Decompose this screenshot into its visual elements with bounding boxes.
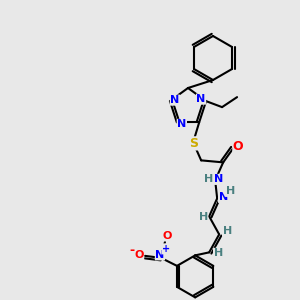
Text: N: N [214, 174, 223, 184]
Text: H: H [226, 186, 235, 197]
Text: O: O [162, 231, 172, 241]
Text: N: N [218, 192, 228, 203]
Text: O: O [233, 140, 244, 153]
Text: N: N [155, 250, 165, 260]
Text: N: N [170, 95, 180, 105]
Text: S: S [189, 137, 198, 150]
Text: H: H [214, 248, 223, 258]
Text: H: H [223, 226, 232, 236]
Text: H: H [199, 212, 208, 222]
Text: H: H [203, 174, 213, 184]
Text: -: - [129, 244, 134, 257]
Text: N: N [177, 119, 187, 129]
Text: N: N [196, 94, 206, 104]
Text: O: O [134, 250, 144, 260]
Text: +: + [162, 244, 170, 254]
